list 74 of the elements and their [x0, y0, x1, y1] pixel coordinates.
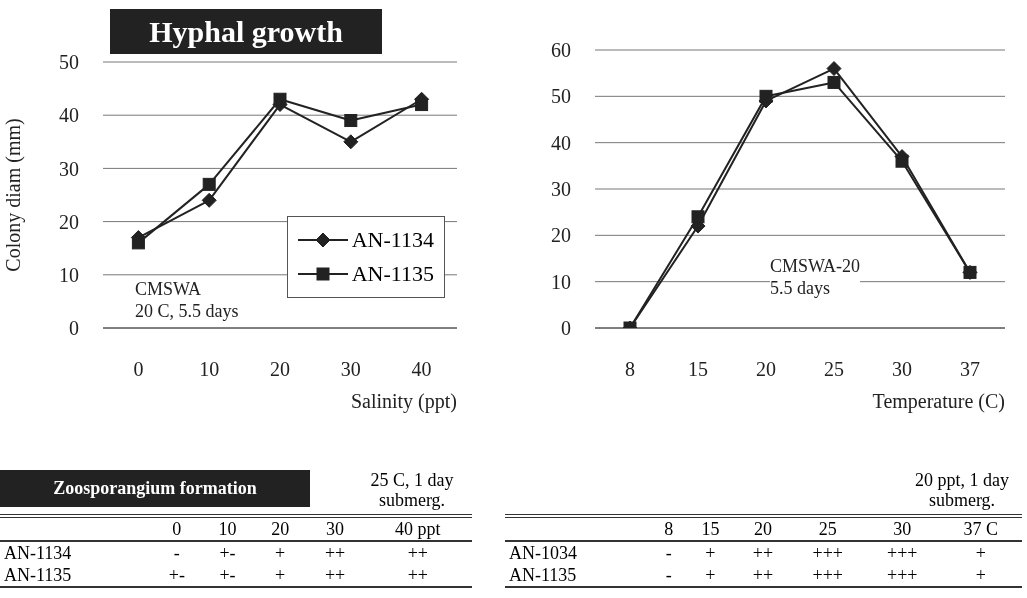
text: -	[665, 565, 672, 585]
y-axis-title: Colony diam (mm)	[2, 118, 26, 272]
y-tick-label: 0	[561, 317, 571, 340]
x-tick-label: 20	[270, 358, 290, 381]
y-tick-label: 0	[69, 317, 79, 340]
text: ++	[752, 565, 774, 585]
annotation: 5.5 days	[770, 277, 831, 299]
text: +	[705, 565, 716, 585]
y-tick-label: 50	[59, 51, 79, 74]
y-tick-label: 60	[551, 39, 571, 62]
text: +-	[219, 543, 236, 563]
text: +	[275, 543, 286, 563]
x-tick-label: 40 ppt	[394, 518, 442, 541]
y-tick-label: AN-1135	[508, 564, 578, 587]
annotation: CMSWA-20	[770, 255, 861, 277]
text: ++	[324, 565, 346, 585]
x-tick-label: 37	[960, 358, 980, 381]
x-tick-label: 20	[270, 518, 291, 541]
chart-subtitle: 25 C, 1 day submerg.	[369, 470, 455, 510]
annotation: CMSWA	[135, 278, 202, 300]
chart-title: Hyphal growth	[110, 9, 382, 54]
y-tick-label: 30	[551, 178, 571, 201]
x-tick-label: 40	[411, 358, 432, 381]
x-tick-label: 30	[340, 358, 361, 381]
chart-title: Zoosporangium formation	[0, 470, 310, 507]
text: +++	[887, 565, 918, 585]
y-tick-label: 40	[551, 131, 571, 154]
x-tick-label: 8	[663, 518, 675, 541]
x-tick-label: 25	[824, 358, 844, 381]
y-tick-label: AN-1135	[3, 564, 73, 587]
annotation: 20 C, 5.5 days	[135, 300, 239, 322]
x-tick-label: 10	[199, 358, 220, 381]
x-tick-label: 0	[133, 358, 144, 381]
x-tick-label: 25	[817, 518, 838, 541]
y-tick-label: AN-1134	[3, 542, 73, 564]
x-tick-label: 30	[325, 518, 346, 541]
text: +	[975, 543, 986, 563]
text: -	[173, 543, 180, 563]
x-tick-label: 30	[892, 358, 912, 381]
text: +-	[168, 565, 185, 585]
chart-subtitle: 20 ppt, 1 day submerg.	[914, 470, 1010, 510]
legend-label: AN-1135	[351, 260, 434, 288]
x-tick-label: 15	[700, 518, 721, 541]
text: +	[705, 543, 716, 563]
text: +++	[812, 543, 843, 563]
x-tick-label: 20	[753, 518, 773, 541]
text: +-	[219, 565, 236, 585]
text: ++	[407, 543, 428, 563]
x-tick-label: 30	[892, 518, 913, 541]
text: +++	[812, 565, 843, 585]
y-tick-label: 40	[59, 104, 79, 127]
y-tick-label: 10	[551, 270, 571, 293]
x-tick-label: 20	[756, 358, 776, 381]
y-tick-label: 10	[59, 263, 79, 286]
text: +	[975, 565, 986, 585]
x-axis-title: Temperature (C)	[872, 390, 1005, 413]
text: ++	[752, 543, 774, 563]
text: +	[275, 565, 286, 585]
text: ++	[324, 543, 346, 563]
y-tick-label: 30	[59, 157, 79, 180]
y-tick-label: 20	[551, 224, 571, 247]
x-tick-label: 15	[688, 358, 708, 381]
y-tick-label: 50	[551, 85, 571, 108]
y-tick-label: 20	[59, 210, 79, 233]
x-tick-label: 37 C	[962, 518, 1000, 541]
text: ++	[407, 565, 428, 585]
x-axis-title: Salinity (ppt)	[350, 390, 457, 413]
x-tick-label: 0	[171, 518, 183, 541]
y-tick-label: AN-1034	[508, 542, 578, 564]
text: -	[665, 543, 672, 563]
text: +++	[887, 543, 918, 563]
legend-label: AN-1134	[351, 226, 434, 254]
x-tick-label: 10	[217, 518, 238, 541]
x-tick-label: 8	[625, 358, 635, 381]
